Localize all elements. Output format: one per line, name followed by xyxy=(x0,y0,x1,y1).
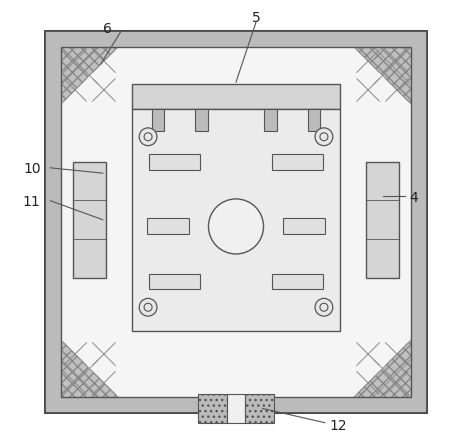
Bar xyxy=(195,109,208,131)
Bar xyxy=(60,47,412,397)
Bar xyxy=(150,154,201,170)
Circle shape xyxy=(144,133,152,141)
Bar xyxy=(264,109,277,131)
Text: 4: 4 xyxy=(409,190,418,205)
Bar xyxy=(132,109,340,331)
Text: 11: 11 xyxy=(23,195,41,209)
Bar xyxy=(132,84,340,109)
Text: 5: 5 xyxy=(252,11,261,25)
Bar xyxy=(271,154,322,170)
Circle shape xyxy=(320,133,328,141)
Bar xyxy=(283,218,325,234)
Bar xyxy=(60,47,412,397)
Bar xyxy=(45,31,427,413)
Bar xyxy=(308,109,320,131)
Circle shape xyxy=(315,298,333,316)
Polygon shape xyxy=(354,340,412,397)
Bar xyxy=(152,109,164,131)
Circle shape xyxy=(139,128,157,146)
Text: 10: 10 xyxy=(23,162,41,176)
Bar xyxy=(412,47,427,397)
Bar xyxy=(271,274,322,289)
Bar xyxy=(73,162,106,278)
Polygon shape xyxy=(354,47,412,104)
Bar xyxy=(45,31,427,413)
Bar xyxy=(366,162,399,278)
Text: 6: 6 xyxy=(103,22,112,36)
Polygon shape xyxy=(60,47,118,104)
Bar xyxy=(147,218,189,234)
Bar xyxy=(227,394,245,423)
Circle shape xyxy=(320,303,328,311)
Bar xyxy=(150,274,201,289)
Bar xyxy=(45,31,427,47)
Bar xyxy=(198,394,227,423)
Circle shape xyxy=(315,128,333,146)
Bar xyxy=(45,397,427,413)
Circle shape xyxy=(209,199,263,254)
Text: 12: 12 xyxy=(329,419,347,433)
Bar xyxy=(245,394,274,423)
Circle shape xyxy=(144,303,152,311)
Bar xyxy=(45,47,60,397)
Polygon shape xyxy=(60,340,118,397)
Circle shape xyxy=(139,298,157,316)
